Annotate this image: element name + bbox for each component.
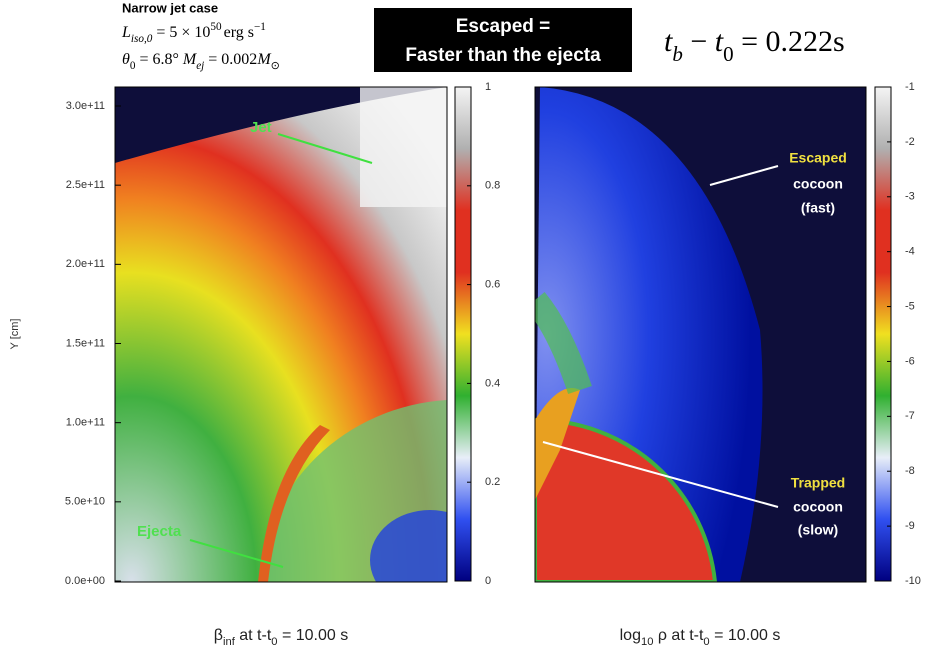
text-part: = 0.222s (734, 25, 845, 58)
annotation: (slow) (798, 522, 838, 538)
text-part: − (683, 25, 715, 58)
text-part: at t-t (235, 627, 272, 644)
case-label: Narrow jet case (122, 0, 218, 15)
colorbar-tick-label: 0.8 (485, 180, 500, 192)
y-tick-label: 3.0e+11 (66, 100, 105, 112)
text-part: 0 (130, 60, 136, 72)
left-panel (115, 87, 447, 582)
annotation: cocoon (793, 499, 843, 515)
colorbar-tick-label: -10 (905, 575, 921, 587)
colorbar-tick-label: -1 (905, 81, 915, 93)
annotation: cocoon (793, 176, 843, 192)
colorbar-tick-label: -2 (905, 136, 915, 148)
y-tick-label: 0.0e+00 (65, 575, 105, 587)
annotation: Ejecta (137, 523, 182, 540)
annotation: Trapped (791, 475, 845, 491)
colorbar-tick-label: 0 (485, 575, 491, 587)
text-part: inf (223, 636, 236, 648)
colorbar-tick-label: 1 (485, 81, 491, 93)
text-part: 0 (271, 636, 277, 648)
colorbar-tick-label: 0.6 (485, 279, 500, 291)
formula: Liso,0 = 5 × 1050 erg s−1 (121, 21, 266, 45)
colorbar-tick-label: -6 (905, 355, 915, 367)
frame (114, 86, 448, 583)
text-part: = 5 × 10 (152, 24, 210, 41)
text-part: M (182, 51, 198, 68)
text-part: = 10.00 s (278, 627, 349, 644)
colorbar (454, 86, 472, 582)
text-part: ρ at t-t (653, 627, 704, 644)
time-label: tb − t0 = 0.222s (664, 25, 845, 66)
text-part: M (256, 51, 272, 68)
y-axis-label: Y [cm] (9, 319, 21, 350)
text-part: 50 (210, 21, 222, 33)
banner: Escaped = (456, 16, 551, 37)
text-part: 0 (703, 636, 709, 648)
formula: θ0 = 6.8° Mej = 0.002M⊙ (122, 51, 280, 72)
arrow (709, 165, 779, 186)
panel-title: log10 ρ at t-t0 = 10.00 s (620, 627, 781, 648)
y-tick-label: 2.5e+11 (66, 179, 105, 191)
colorbar-tick-label: -8 (905, 465, 915, 477)
text-part: β (214, 627, 223, 644)
arrow (277, 133, 373, 164)
arrow (542, 441, 779, 508)
panel-title: βinf at t-t0 = 10.00 s (214, 627, 348, 648)
colorbar-tick-label: -5 (905, 300, 915, 312)
text-part: = 6.8° (135, 51, 182, 68)
y-tick-label: 1.0e+11 (66, 417, 105, 429)
text-part: log (620, 627, 641, 644)
annotation: (fast) (801, 200, 835, 216)
y-tick-label: 5.0e+10 (65, 496, 105, 508)
right-panel (535, 87, 866, 582)
text-part: ⊙ (271, 60, 280, 72)
text-part: 10 (641, 636, 653, 648)
y-tick-label: 2.0e+11 (66, 258, 105, 270)
colorbar-tick-label: 0.2 (485, 476, 500, 488)
annotation: Escaped (789, 150, 847, 166)
text-part: erg s (224, 24, 254, 41)
text-part: b (672, 42, 683, 66)
frame (534, 86, 867, 583)
arrow (189, 539, 284, 568)
banner-box (374, 8, 632, 72)
colorbar (874, 86, 892, 582)
text-part: L (121, 24, 131, 41)
text-part: t (664, 25, 673, 58)
colorbar-tick-label: -3 (905, 191, 915, 203)
colorbar-tick-label: -7 (905, 410, 915, 422)
colorbar-tick-label: 0.4 (485, 377, 500, 389)
colorbar-tick-label: -9 (905, 520, 915, 532)
text-part: iso,0 (131, 33, 153, 45)
colorbar-tick-label: -4 (905, 246, 915, 258)
banner: Faster than the ejecta (405, 45, 601, 66)
text-part: ej (196, 60, 204, 72)
text-part: = 10.00 s (710, 627, 781, 644)
text-part: θ (122, 51, 130, 68)
annotation: Jet (250, 119, 272, 136)
text-part: t (715, 25, 724, 58)
text-part: −1 (254, 21, 266, 33)
text-part: = 0.002 (204, 51, 257, 68)
text-part: 0 (723, 42, 734, 66)
y-tick-label: 1.5e+11 (66, 337, 105, 349)
